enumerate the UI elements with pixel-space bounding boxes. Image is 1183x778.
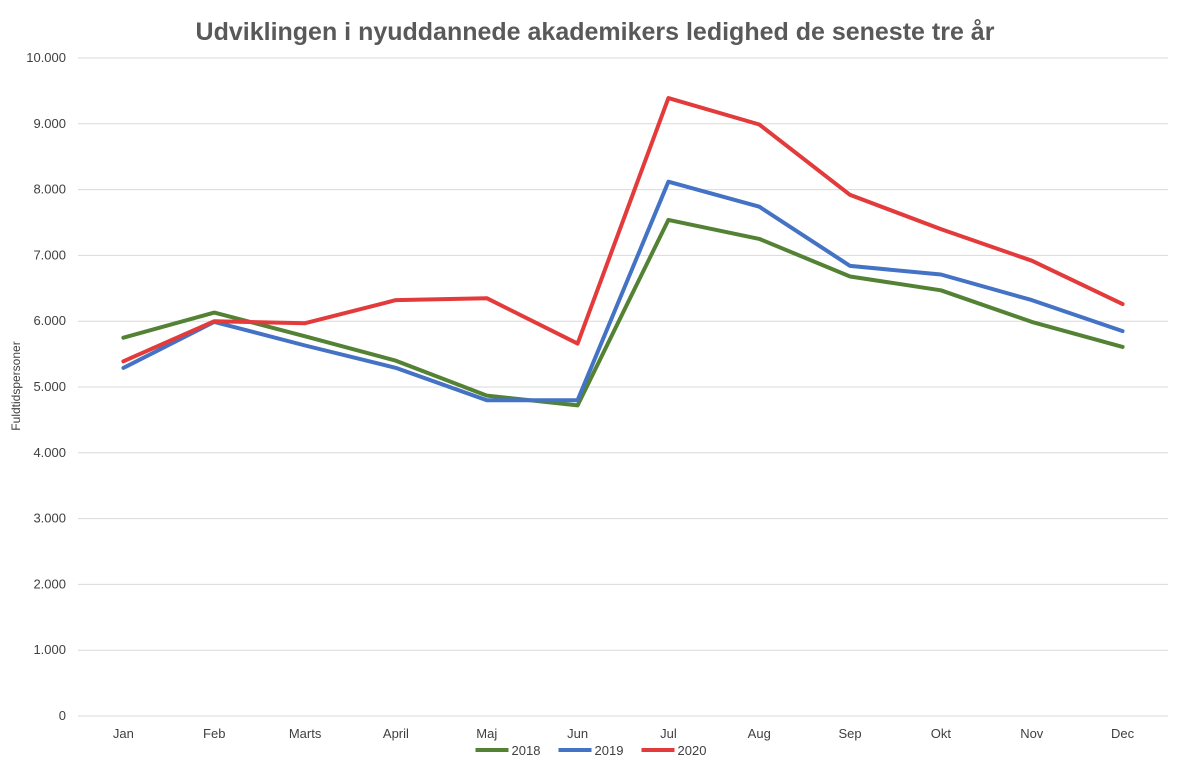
x-axis-ticks: Jan Feb Marts April Maj Jun Jul Aug Sep Okt Nov Dec — [113, 726, 1135, 741]
legend-label-2018: 2018 — [512, 743, 541, 758]
y-tick-label: 4.000 — [33, 445, 66, 460]
y-tick-label: 5.000 — [33, 379, 66, 394]
x-tick-label: Feb — [203, 726, 225, 741]
y-tick-label: 0 — [59, 708, 66, 723]
y-tick-label: 1.000 — [33, 642, 66, 657]
y-tick-label: 8.000 — [33, 182, 66, 197]
x-tick-label: Jun — [567, 726, 588, 741]
x-tick-label: April — [383, 726, 409, 741]
x-tick-label: Marts — [289, 726, 322, 741]
y-axis-ticks: 0 1.000 2.000 3.000 4.000 5.000 6.000 7.000 8.00… — [26, 50, 66, 723]
x-tick-label: Nov — [1020, 726, 1044, 741]
x-tick-label: Okt — [931, 726, 952, 741]
x-tick-label: Maj — [476, 726, 497, 741]
y-tick-label: 6.000 — [33, 313, 66, 328]
legend-label-2019: 2019 — [595, 743, 624, 758]
y-tick-label: 3.000 — [33, 511, 66, 526]
series-line-2019 — [121, 179, 1125, 403]
legend: 2018 2019 2020 — [475, 743, 707, 758]
y-tick-label: 10.000 — [26, 50, 66, 65]
x-tick-label: Aug — [748, 726, 771, 741]
x-tick-label: Dec — [1111, 726, 1135, 741]
x-tick-label: Jul — [660, 726, 677, 741]
legend-label-2020: 2020 — [678, 743, 707, 758]
series-line-2020 — [121, 96, 1125, 364]
y-axis-label: Fuldtidspersoner — [9, 341, 23, 430]
gridlines — [78, 57, 1168, 717]
y-tick-label: 7.000 — [33, 247, 66, 262]
y-tick-label: 9.000 — [33, 116, 66, 131]
series-lines — [121, 96, 1125, 408]
series-line-2018 — [121, 217, 1125, 408]
x-tick-label: Jan — [113, 726, 134, 741]
y-tick-label: 2.000 — [33, 576, 66, 591]
chart-title: Udviklingen i nyuddannede akademikers le… — [196, 18, 995, 46]
x-tick-label: Sep — [839, 726, 862, 741]
